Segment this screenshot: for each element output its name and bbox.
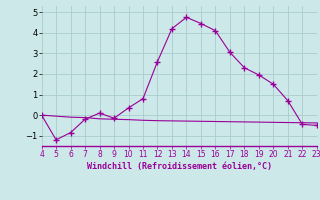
X-axis label: Windchill (Refroidissement éolien,°C): Windchill (Refroidissement éolien,°C) bbox=[87, 162, 272, 171]
